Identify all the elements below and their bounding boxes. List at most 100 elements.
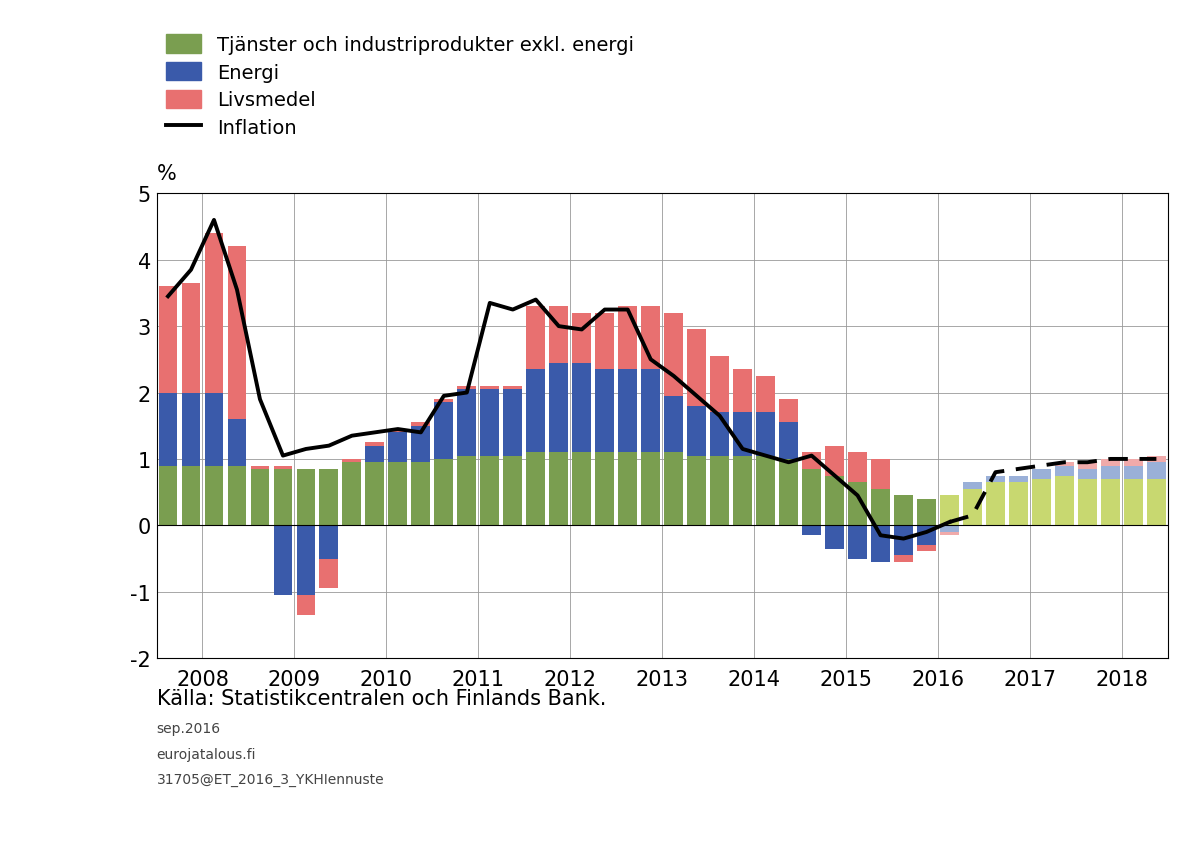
Bar <box>319 559 338 589</box>
Bar <box>1125 466 1143 479</box>
Bar <box>296 526 315 595</box>
Bar <box>802 526 821 536</box>
Bar <box>366 443 384 446</box>
Bar <box>963 483 982 490</box>
Bar <box>895 495 913 526</box>
Bar <box>389 433 407 463</box>
Bar <box>710 413 730 456</box>
Bar <box>526 307 545 370</box>
Bar <box>687 330 706 406</box>
Bar <box>687 456 706 526</box>
Bar <box>205 393 224 466</box>
Bar <box>687 406 706 456</box>
Bar <box>848 452 867 483</box>
Bar <box>825 446 844 476</box>
Bar <box>756 376 775 413</box>
Bar <box>848 483 867 526</box>
Bar <box>435 400 453 403</box>
Bar <box>458 390 477 456</box>
Bar <box>480 387 500 390</box>
Bar <box>250 466 270 469</box>
Text: eurojatalous.fi: eurojatalous.fi <box>157 747 256 761</box>
Bar <box>1009 476 1028 483</box>
Bar <box>917 499 936 526</box>
Text: %: % <box>157 165 176 184</box>
Bar <box>526 370 545 452</box>
Bar <box>917 545 936 551</box>
Bar <box>1125 459 1143 466</box>
Bar <box>228 466 247 526</box>
Bar <box>917 526 936 545</box>
Bar <box>642 452 660 526</box>
Bar <box>619 370 637 452</box>
Bar <box>572 452 591 526</box>
Bar <box>205 234 224 393</box>
Text: 31705@ET_2016_3_YKHIennuste: 31705@ET_2016_3_YKHIennuste <box>157 772 384 787</box>
Bar <box>595 452 614 526</box>
Bar <box>733 456 752 526</box>
Text: Källa: Statistikcentralen och Finlands Bank.: Källa: Statistikcentralen och Finlands B… <box>157 688 606 708</box>
Bar <box>412 463 430 526</box>
Bar <box>872 490 890 526</box>
Bar <box>319 526 338 559</box>
Bar <box>986 483 1005 526</box>
Bar <box>1032 469 1051 479</box>
Bar <box>182 393 200 466</box>
Bar <box>756 456 775 526</box>
Bar <box>228 419 247 466</box>
Bar <box>389 463 407 526</box>
Bar <box>572 313 591 363</box>
Bar <box>1100 466 1120 479</box>
Bar <box>710 356 730 413</box>
Bar <box>986 476 1005 483</box>
Bar <box>940 526 958 533</box>
Bar <box>733 413 752 456</box>
Bar <box>872 526 890 562</box>
Bar <box>458 456 477 526</box>
Bar <box>250 469 270 526</box>
Bar <box>228 247 247 419</box>
Bar <box>342 463 361 526</box>
Bar <box>412 423 430 426</box>
Bar <box>940 533 958 535</box>
Bar <box>665 452 683 526</box>
Bar <box>848 526 867 559</box>
Bar <box>503 390 523 456</box>
Bar <box>940 495 958 526</box>
Bar <box>1009 483 1028 526</box>
Bar <box>389 430 407 433</box>
Bar <box>1055 476 1074 526</box>
Bar <box>1055 466 1074 476</box>
Bar <box>665 397 683 452</box>
Bar <box>779 423 798 459</box>
Bar <box>642 307 660 370</box>
Bar <box>619 307 637 370</box>
Bar <box>182 284 200 393</box>
Bar <box>319 469 338 526</box>
Bar <box>963 490 982 526</box>
Bar <box>549 307 568 363</box>
Bar <box>549 452 568 526</box>
Bar <box>342 459 361 463</box>
Bar <box>549 363 568 452</box>
Bar <box>1055 463 1074 466</box>
Bar <box>872 459 890 490</box>
Bar <box>756 413 775 456</box>
Bar <box>273 526 293 595</box>
Bar <box>503 387 523 390</box>
Bar <box>412 426 430 463</box>
Bar <box>1100 479 1120 526</box>
Text: sep.2016: sep.2016 <box>157 722 220 736</box>
Bar <box>1147 479 1165 526</box>
Bar <box>1125 479 1143 526</box>
Bar <box>480 456 500 526</box>
Bar <box>572 363 591 452</box>
Bar <box>595 370 614 452</box>
Bar <box>779 459 798 526</box>
Bar <box>435 459 453 526</box>
Bar <box>205 466 224 526</box>
Bar <box>802 452 821 469</box>
Bar <box>1078 469 1097 479</box>
Bar <box>1147 463 1165 479</box>
Bar <box>1100 459 1120 466</box>
